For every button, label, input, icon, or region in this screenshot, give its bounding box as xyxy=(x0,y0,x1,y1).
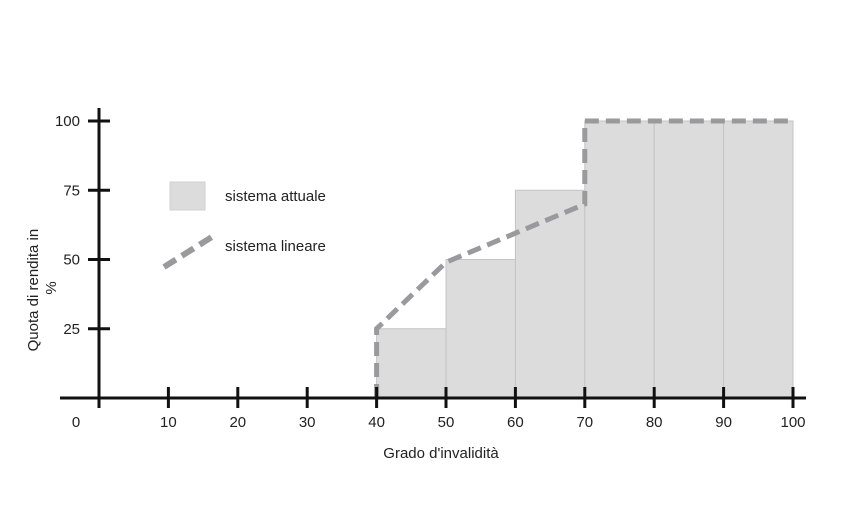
x-tick-label-30: 30 xyxy=(299,414,316,431)
legend-label-sistema-lineare: sistema lineare xyxy=(225,238,326,255)
legend-swatch-sistema-lineare xyxy=(162,232,217,270)
bar-40-50 xyxy=(376,328,447,399)
y-tick-label-50: 50 xyxy=(63,252,80,269)
y-tick-label-100: 100 xyxy=(55,113,80,130)
x-axis-label: Grado d'invalidità xyxy=(383,445,499,462)
x-tick-label-100: 100 xyxy=(780,414,805,431)
ticks-group: 0 10 20 30 40 50 60 70 80 90 100 25 50 75 100 xyxy=(55,113,806,431)
x-tick-label-40: 40 xyxy=(368,414,385,431)
x-tick-label-60: 60 xyxy=(507,414,524,431)
line-group xyxy=(374,118,793,398)
x-tick-label-80: 80 xyxy=(646,414,663,431)
bars-group xyxy=(376,120,794,399)
legend-swatch-sistema-attuale xyxy=(169,181,206,211)
series-line-sistema-lineare xyxy=(374,118,793,398)
bar-80-90 xyxy=(653,120,725,399)
x-tick-label-20: 20 xyxy=(229,414,246,431)
bar-50-60 xyxy=(445,259,516,399)
x-tick-label-0: 0 xyxy=(72,414,80,431)
legend: sistema attuale sistema lineare xyxy=(162,181,326,270)
legend-label-sistema-attuale: sistema attuale xyxy=(225,188,326,205)
y-axis-label-line2: % xyxy=(43,281,60,294)
y-axis-label-line1: Quota di rendita in xyxy=(25,229,42,352)
x-tick-label-50: 50 xyxy=(438,414,455,431)
x-tick-label-10: 10 xyxy=(160,414,177,431)
x-tick-label-90: 90 xyxy=(715,414,732,431)
x-tick-label-70: 70 xyxy=(576,414,593,431)
y-axis-label: Quota di rendita in % xyxy=(25,225,60,352)
y-tick-label-75: 75 xyxy=(63,182,80,199)
bar-90-100 xyxy=(723,120,794,399)
bar-70-80 xyxy=(584,120,655,399)
y-tick-label-25: 25 xyxy=(63,321,80,338)
bar-60-70 xyxy=(514,189,586,399)
